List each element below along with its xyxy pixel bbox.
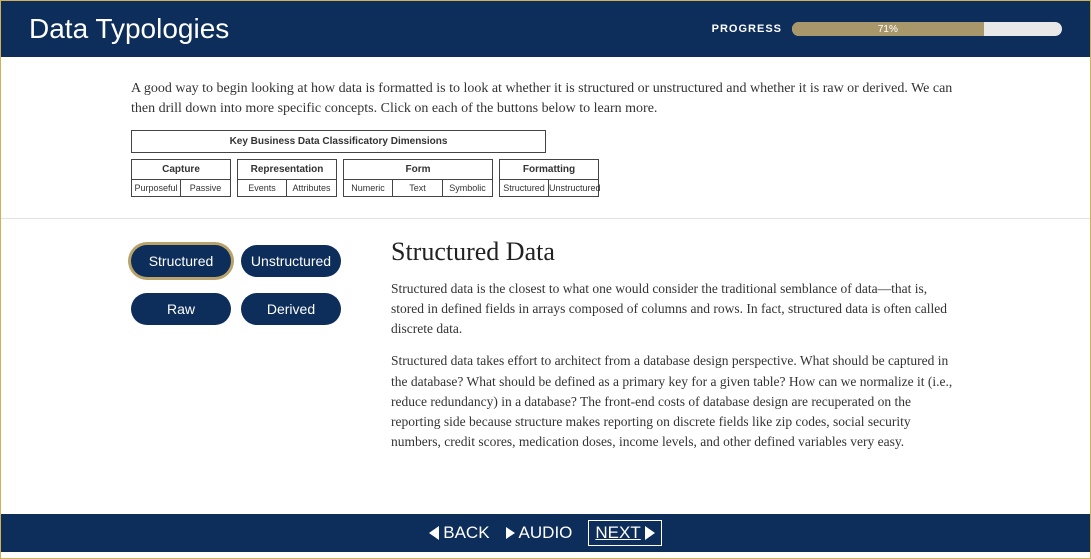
header: Data Typologies PROGRESS 71% xyxy=(1,1,1090,57)
content-row: Structured Unstructured Raw Derived Structu… xyxy=(1,237,1090,465)
diagram-cell: Attributes xyxy=(287,180,337,197)
diagram-group: CapturePurposefulPassive xyxy=(131,159,231,197)
back-label: BACK xyxy=(443,523,489,543)
diagram-group-head: Form xyxy=(343,159,493,180)
diagram-cell: Purposeful xyxy=(131,180,181,197)
diagram-group-head: Representation xyxy=(237,159,337,180)
audio-button[interactable]: AUDIO xyxy=(506,523,573,543)
tab-unstructured[interactable]: Unstructured xyxy=(241,245,341,277)
diagram-cell: Unstructured xyxy=(549,180,599,197)
diagram-group: RepresentationEventsAttributes xyxy=(237,159,337,197)
diagram-cell: Numeric xyxy=(343,180,393,197)
diagram-group-cells: PurposefulPassive xyxy=(131,180,231,197)
progress-text: 71% xyxy=(878,24,898,35)
next-button[interactable]: NEXT xyxy=(588,520,661,546)
diagram-group-head: Capture xyxy=(131,159,231,180)
progress-fill: 71% xyxy=(792,22,984,36)
diagram-cell: Text xyxy=(393,180,443,197)
diagram-cell: Events xyxy=(237,180,287,197)
diagram-group-cells: EventsAttributes xyxy=(237,180,337,197)
footer: BACK AUDIO NEXT xyxy=(1,514,1090,552)
diagram-cell: Passive xyxy=(181,180,231,197)
diagram-group-head: Formatting xyxy=(499,159,599,180)
detail-heading: Structured Data xyxy=(391,237,960,267)
detail-panel: Structured Data Structured data is the c… xyxy=(391,237,960,465)
diagram-group-cells: NumericTextSymbolic xyxy=(343,180,493,197)
diagram-group: FormattingStructuredUnstructured xyxy=(499,159,599,197)
chevron-right-icon xyxy=(645,526,655,540)
tab-buttons: Structured Unstructured Raw Derived xyxy=(131,237,341,465)
progress-bar: 71% xyxy=(792,22,1062,36)
diagram-cell: Symbolic xyxy=(443,180,493,197)
back-button[interactable]: BACK xyxy=(429,523,489,543)
section-divider xyxy=(1,218,1090,219)
tab-structured[interactable]: Structured xyxy=(131,245,231,277)
intro-text: A good way to begin looking at how data … xyxy=(1,57,1090,130)
diagram-cell: Structured xyxy=(499,180,549,197)
chevron-left-icon xyxy=(429,526,439,540)
diagram-title: Key Business Data Classificatory Dimensi… xyxy=(131,130,546,153)
detail-paragraph: Structured data takes effort to architec… xyxy=(391,351,960,452)
page-title: Data Typologies xyxy=(29,13,229,45)
tab-raw[interactable]: Raw xyxy=(131,293,231,325)
next-label: NEXT xyxy=(595,523,640,543)
play-icon xyxy=(506,527,515,539)
progress-label: PROGRESS xyxy=(712,23,782,35)
diagram-group: FormNumericTextSymbolic xyxy=(343,159,493,197)
detail-paragraph: Structured data is the closest to what o… xyxy=(391,279,960,340)
diagram-group-cells: StructuredUnstructured xyxy=(499,180,599,197)
diagram: Key Business Data Classificatory Dimensi… xyxy=(1,130,1090,212)
progress-wrap: PROGRESS 71% xyxy=(712,22,1062,36)
tab-derived[interactable]: Derived xyxy=(241,293,341,325)
audio-label: AUDIO xyxy=(519,523,573,543)
